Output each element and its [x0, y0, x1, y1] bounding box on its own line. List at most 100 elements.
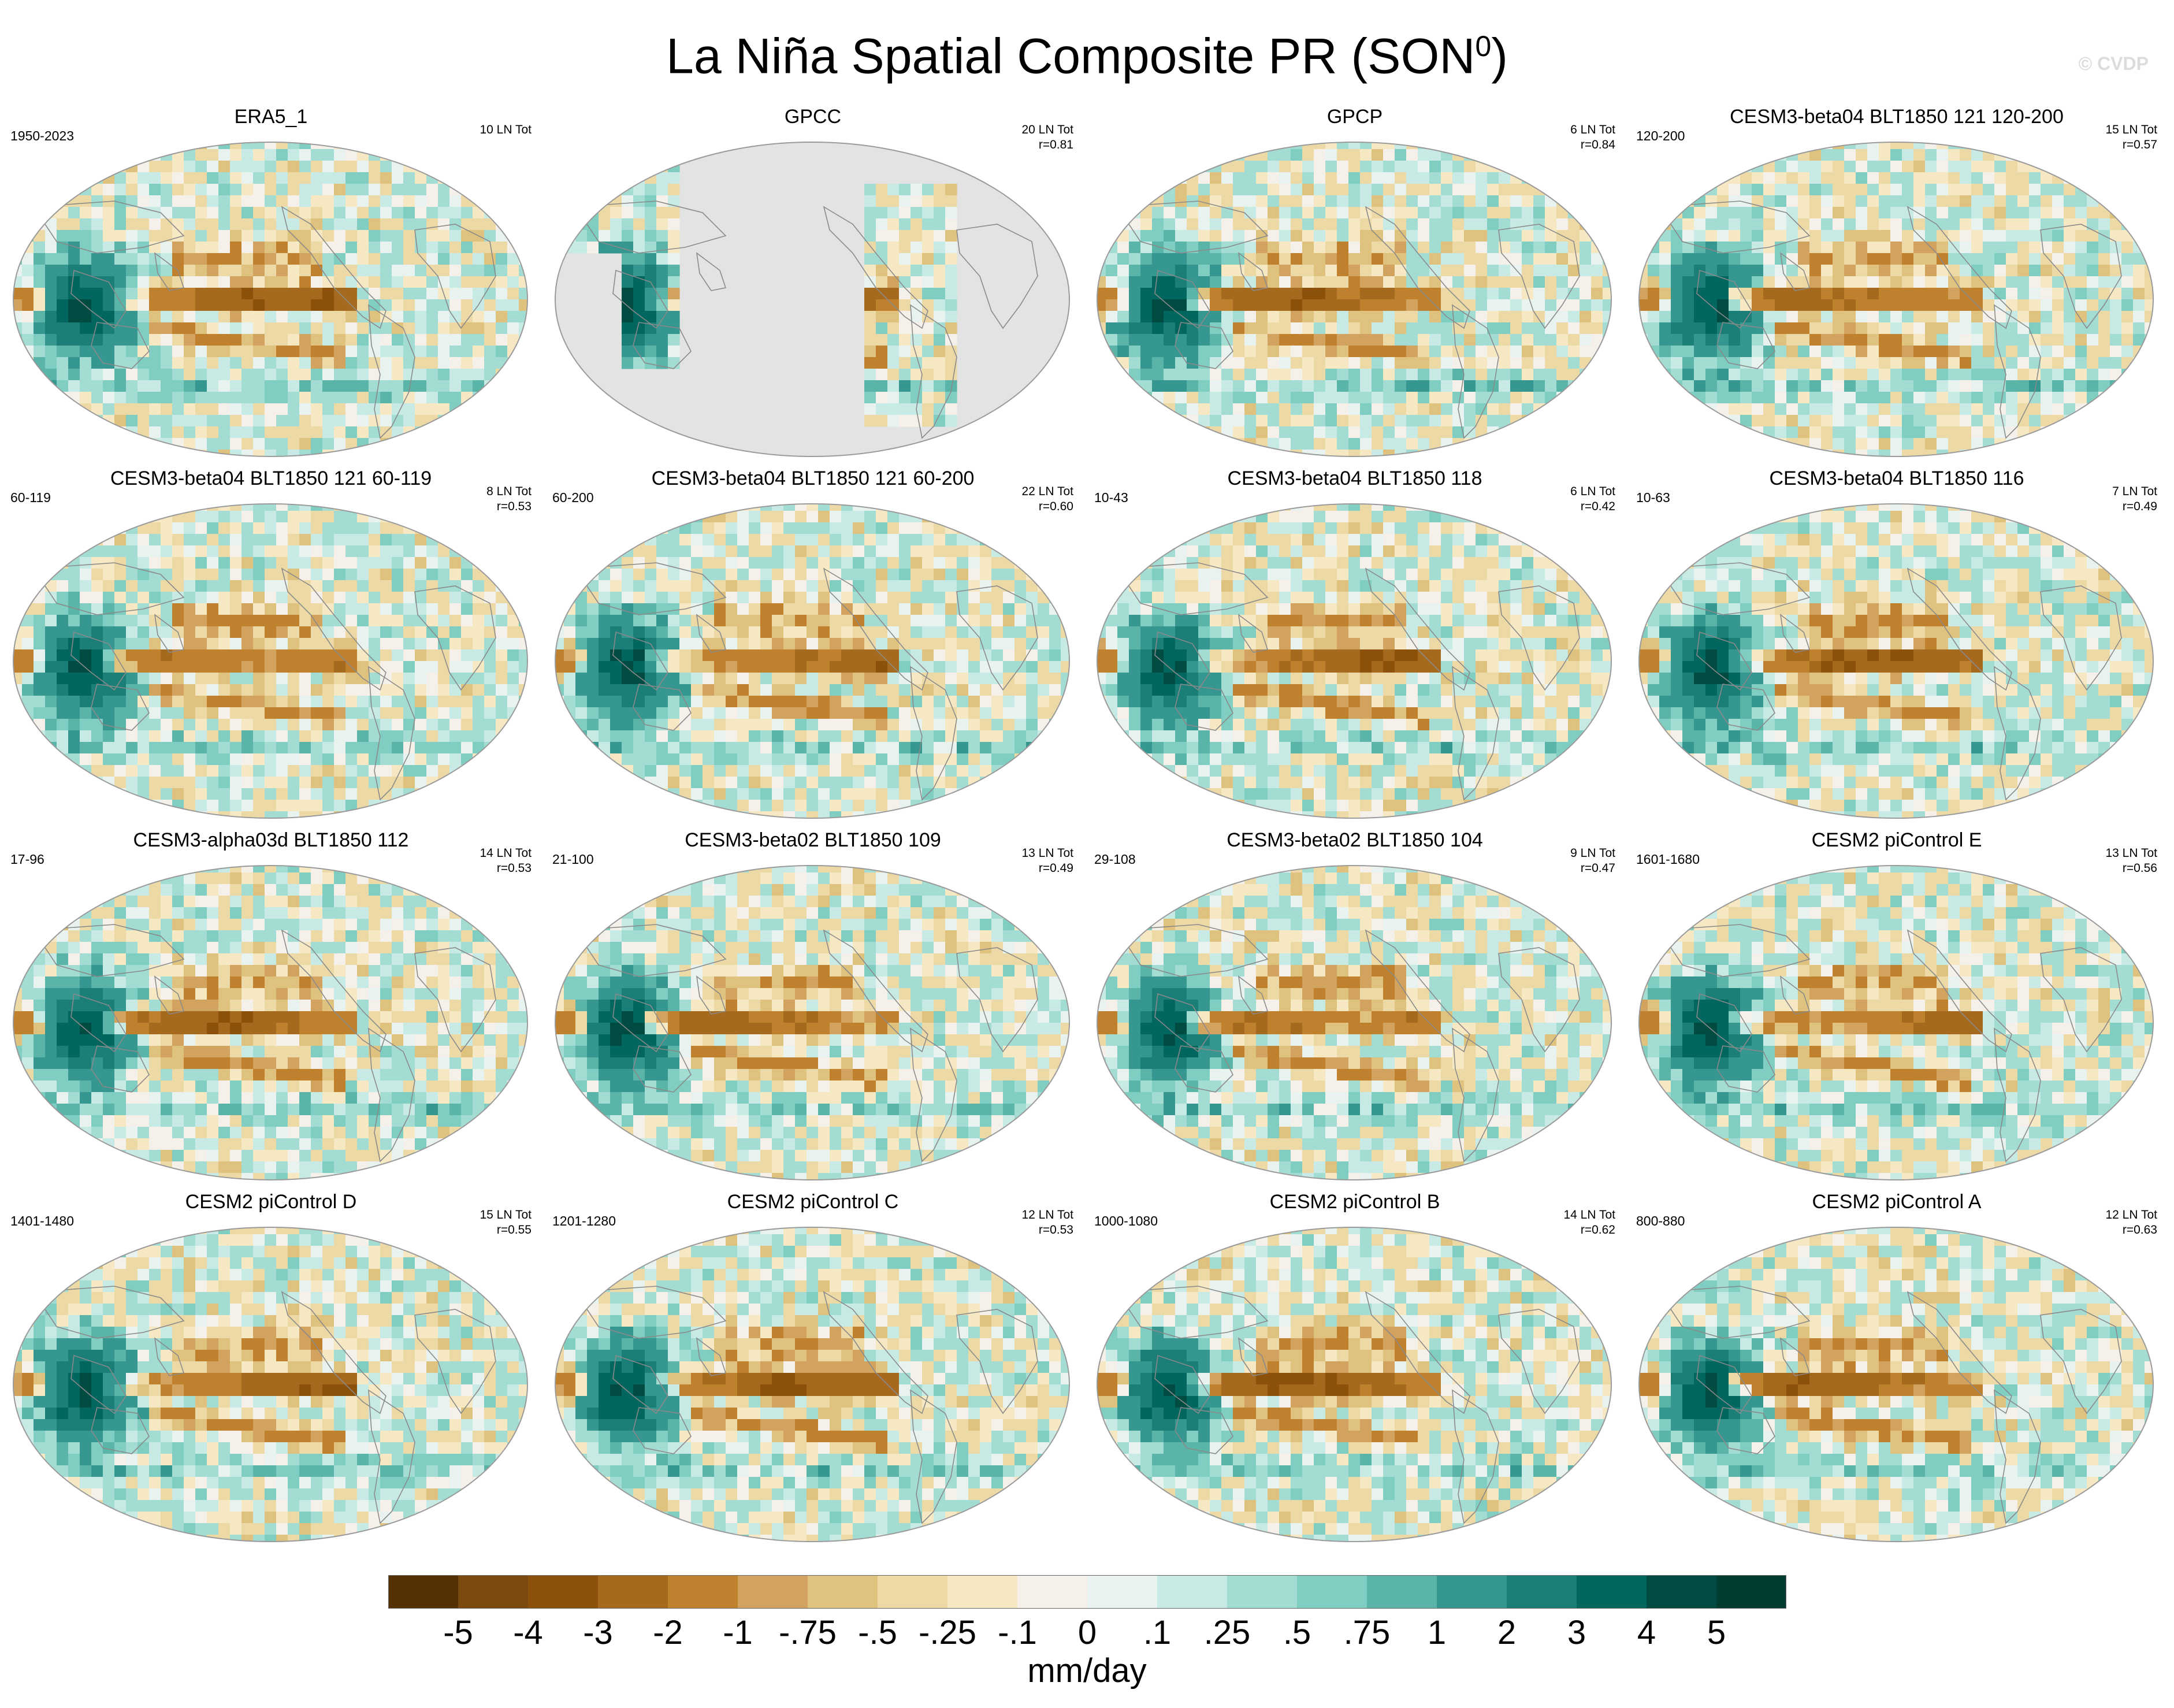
precip-cell	[911, 207, 923, 219]
precip-cell	[345, 184, 358, 196]
precip-cell	[369, 569, 381, 581]
precip-cell	[1337, 288, 1349, 300]
precip-cell	[1844, 380, 1856, 392]
precip-cell	[2029, 172, 2041, 184]
precip-cell	[253, 380, 265, 392]
precip-cell	[2110, 426, 2122, 439]
precip-cell	[496, 545, 508, 558]
precip-cell	[195, 592, 207, 604]
precip-cell	[1441, 142, 1453, 150]
precip-cell	[587, 172, 599, 184]
precip-cell	[1175, 253, 1187, 265]
precip-cell	[1879, 415, 1891, 427]
precip-cell	[1705, 380, 1718, 392]
precip-cell	[1429, 184, 1441, 196]
precip-cell	[241, 626, 254, 638]
precip-cell	[13, 149, 23, 161]
precip-cell	[1580, 334, 1592, 346]
precip-cell	[357, 392, 369, 404]
precip-cell	[230, 696, 242, 708]
precip-cell	[2145, 299, 2153, 311]
precip-cell	[1786, 161, 1798, 173]
precip-cell	[288, 545, 300, 558]
precip-cell	[1510, 288, 1522, 300]
precip-cell	[1187, 392, 1199, 404]
panel-correlation: r=0.84	[1580, 138, 1615, 151]
precip-cell	[461, 580, 473, 592]
precip-cell	[68, 603, 80, 615]
precip-cell	[1648, 184, 1660, 196]
precip-cell	[2075, 195, 2087, 207]
precip-cell	[311, 322, 323, 335]
precip-cell	[473, 265, 485, 277]
world-map	[13, 503, 528, 819]
precip-cell	[645, 253, 657, 265]
precip-cell	[1429, 265, 1441, 277]
precip-cell	[1752, 149, 1764, 161]
precip-cell	[1198, 253, 1210, 265]
precip-cell	[1348, 299, 1361, 311]
precip-cell	[322, 557, 335, 569]
precip-cell	[507, 569, 519, 581]
precip-cell	[45, 334, 57, 346]
precip-cell	[57, 357, 69, 369]
precip-cell	[1268, 392, 1280, 404]
precip-cell	[311, 649, 323, 662]
precip-cell	[1510, 334, 1522, 346]
precip-cell	[2075, 149, 2087, 161]
precip-cell	[1809, 288, 1822, 300]
precip-cell	[934, 299, 946, 311]
precip-cell	[137, 638, 150, 650]
precip-cell	[1648, 392, 1660, 404]
precip-cell	[2121, 403, 2134, 415]
precip-cell	[1682, 380, 1694, 392]
precip-cell	[1291, 403, 1303, 415]
precip-cell	[345, 288, 358, 300]
precip-cell	[392, 438, 404, 450]
precip-cell	[1682, 450, 1694, 456]
precip-cell	[1867, 276, 1879, 288]
precip-cell	[1348, 172, 1361, 184]
precip-cell	[91, 357, 103, 369]
precip-cell	[1821, 311, 1833, 323]
precip-cell	[161, 299, 173, 311]
precip-cell	[126, 299, 138, 311]
precip-cell	[668, 142, 680, 150]
precip-cell	[1786, 195, 1798, 207]
precip-cell	[1694, 253, 1706, 265]
precip-cell	[1591, 426, 1603, 439]
precip-cell	[207, 661, 219, 673]
precip-cell	[34, 184, 46, 196]
precip-cell	[484, 592, 496, 604]
precip-cell	[1233, 357, 1245, 369]
precip-cell	[114, 265, 127, 277]
precip-cell	[1937, 322, 1949, 335]
precip-cell	[945, 195, 957, 207]
precip-cell	[392, 592, 404, 604]
precip-cell	[461, 522, 473, 534]
precip-cell	[1603, 142, 1611, 150]
precip-cell	[299, 392, 311, 404]
precip-cell	[403, 265, 415, 277]
precip-cell	[1798, 184, 1810, 196]
precip-cell	[1314, 369, 1326, 381]
precip-cell	[184, 230, 196, 242]
precip-cell	[1348, 392, 1361, 404]
precip-cell	[207, 638, 219, 650]
precip-cell	[1717, 438, 1729, 450]
precip-cell	[1383, 357, 1395, 369]
precip-cell	[45, 149, 57, 161]
precip-cell	[369, 615, 381, 627]
precip-cell	[1406, 207, 1418, 219]
precip-cell	[126, 545, 138, 558]
precip-cell	[45, 696, 57, 708]
precip-cell	[415, 438, 427, 450]
precip-cell	[1925, 172, 1937, 184]
precip-cell	[1452, 195, 1465, 207]
precip-cell	[864, 207, 876, 219]
precip-cell	[1441, 288, 1453, 300]
precip-cell	[934, 288, 946, 300]
precip-cell	[288, 603, 300, 615]
precip-cell	[1337, 380, 1349, 392]
precip-cell	[1441, 322, 1453, 335]
